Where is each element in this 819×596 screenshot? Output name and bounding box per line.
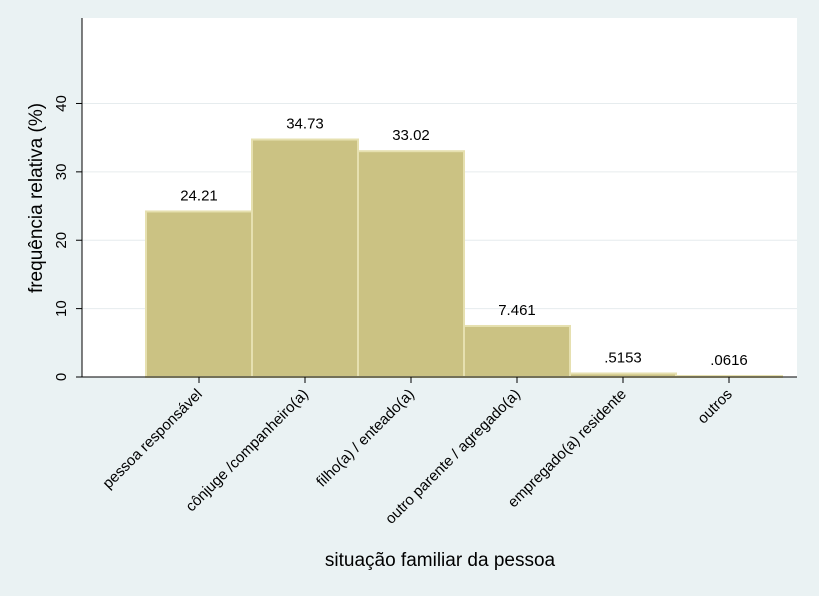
bar xyxy=(357,150,465,378)
x-axis-title: situação familiar da pessoa xyxy=(325,550,556,571)
data-label: 24.21 xyxy=(180,187,218,204)
y-axis-title: frequência relativa (%) xyxy=(26,103,47,293)
data-label: 7.461 xyxy=(498,302,536,319)
data-label: 34.73 xyxy=(286,116,324,133)
data-label: .5153 xyxy=(604,349,642,366)
y-tick-label: 10 xyxy=(53,300,70,317)
bar xyxy=(569,372,677,378)
bar xyxy=(251,138,359,378)
bar xyxy=(145,210,253,378)
y-tick-label: 30 xyxy=(53,164,70,181)
bar xyxy=(463,324,571,378)
data-label: 33.02 xyxy=(392,127,430,144)
y-tick-label: 0 xyxy=(53,373,70,381)
data-labels: 24.21 34.73 33.02 7.461 .5153 .0616 xyxy=(180,116,748,369)
y-axis-ticks: 0 10 20 30 40 xyxy=(53,95,82,381)
y-tick-label: 40 xyxy=(53,95,70,112)
y-tick-label: 20 xyxy=(53,232,70,249)
data-label: .0616 xyxy=(710,352,748,369)
